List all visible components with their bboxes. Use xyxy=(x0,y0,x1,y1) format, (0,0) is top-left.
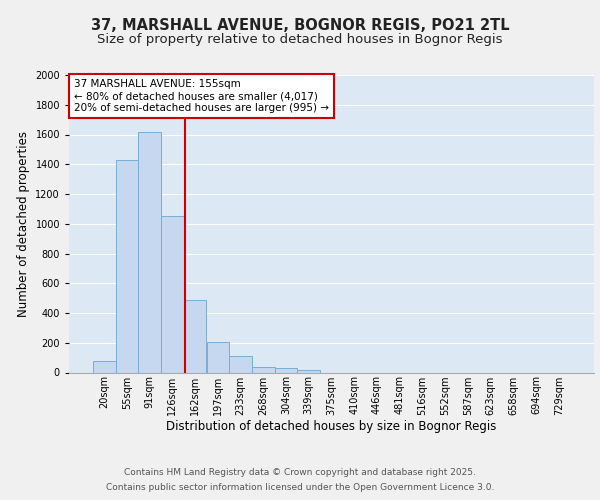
Text: Size of property relative to detached houses in Bognor Regis: Size of property relative to detached ho… xyxy=(97,32,503,46)
X-axis label: Distribution of detached houses by size in Bognor Regis: Distribution of detached houses by size … xyxy=(166,420,497,434)
Bar xyxy=(184,300,206,372)
Text: Contains public sector information licensed under the Open Government Licence 3.: Contains public sector information licen… xyxy=(106,483,494,492)
Text: 37 MARSHALL AVENUE: 155sqm
← 80% of detached houses are smaller (4,017)
20% of s: 37 MARSHALL AVENUE: 155sqm ← 80% of deta… xyxy=(74,80,329,112)
Bar xyxy=(252,366,275,372)
Bar xyxy=(229,356,252,372)
Bar xyxy=(93,360,116,372)
Text: 37, MARSHALL AVENUE, BOGNOR REGIS, PO21 2TL: 37, MARSHALL AVENUE, BOGNOR REGIS, PO21 … xyxy=(91,18,509,32)
Bar xyxy=(161,216,184,372)
Bar xyxy=(139,132,161,372)
Bar xyxy=(298,370,320,372)
Bar xyxy=(275,368,298,372)
Y-axis label: Number of detached properties: Number of detached properties xyxy=(17,130,30,317)
Bar xyxy=(116,160,139,372)
Text: Contains HM Land Registry data © Crown copyright and database right 2025.: Contains HM Land Registry data © Crown c… xyxy=(124,468,476,477)
Bar xyxy=(206,342,229,372)
